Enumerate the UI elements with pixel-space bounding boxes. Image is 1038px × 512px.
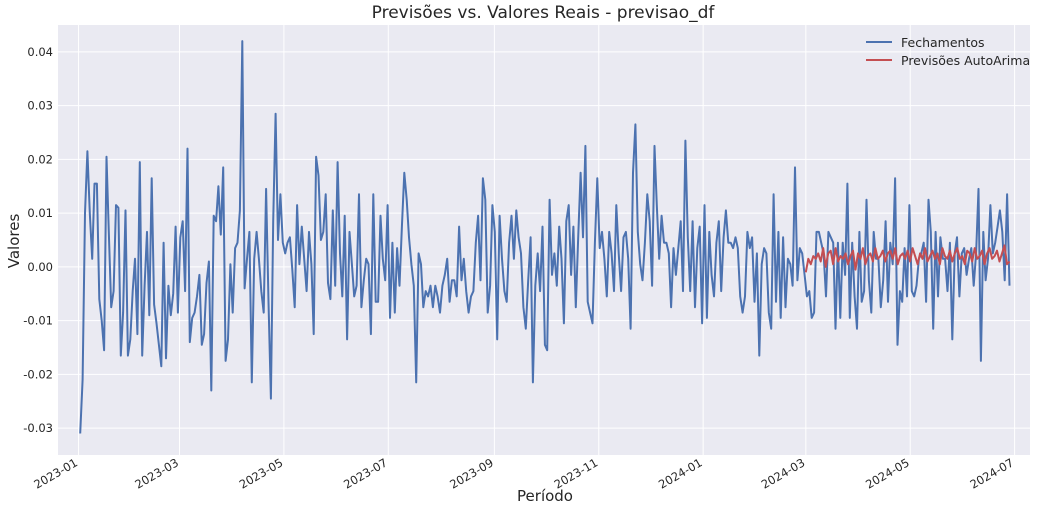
series-line-previsoes [804,244,1011,273]
y-tick-label: 0.04 [27,45,53,59]
y-tick-label: -0.01 [23,314,53,328]
y-axis-ticks: -0.03 -0.02 -0.01 0.00 0.01 0.02 0.03 0.04 [23,45,53,435]
legend-swatch-previsoes [866,59,892,61]
x-tick-label: 2023-01 [31,455,80,491]
y-tick-label: 0.02 [27,152,53,166]
y-axis-label: Valores [5,213,23,269]
series-line-fechamentos [79,40,1011,434]
y-tick-label: 0.01 [27,206,53,220]
x-tick-label: 2024-03 [759,455,808,491]
x-tick-label: 2023-05 [237,455,286,491]
y-tick-label: -0.03 [23,421,53,435]
series-layer [79,40,1011,434]
chart-title: Previsões vs. Valores Reais - previsao_d… [371,3,715,23]
x-tick-label: 2024-05 [863,455,912,491]
legend-label-previsoes: Previsões AutoArima [901,52,1031,68]
legend-item-previsoes: Previsões AutoArima [866,51,1030,69]
x-tick-label: 2024-01 [656,455,705,491]
x-tick-label: 2023-07 [341,455,390,491]
y-tick-label: 0.03 [27,99,53,113]
y-tick-label: 0.00 [27,260,53,274]
x-tick-label: 2023-03 [132,455,181,491]
legend-item-fechamentos: Fechamentos [866,33,1030,51]
legend: Fechamentos Previsões AutoArima [866,33,1030,69]
x-tick-label: 2023-09 [447,455,496,491]
grid-lines [58,25,1030,455]
legend-label-fechamentos: Fechamentos [901,34,985,50]
legend-swatch-fechamentos [866,41,892,43]
x-tick-label: 2024-07 [967,455,1016,491]
y-tick-label: -0.02 [23,367,53,381]
